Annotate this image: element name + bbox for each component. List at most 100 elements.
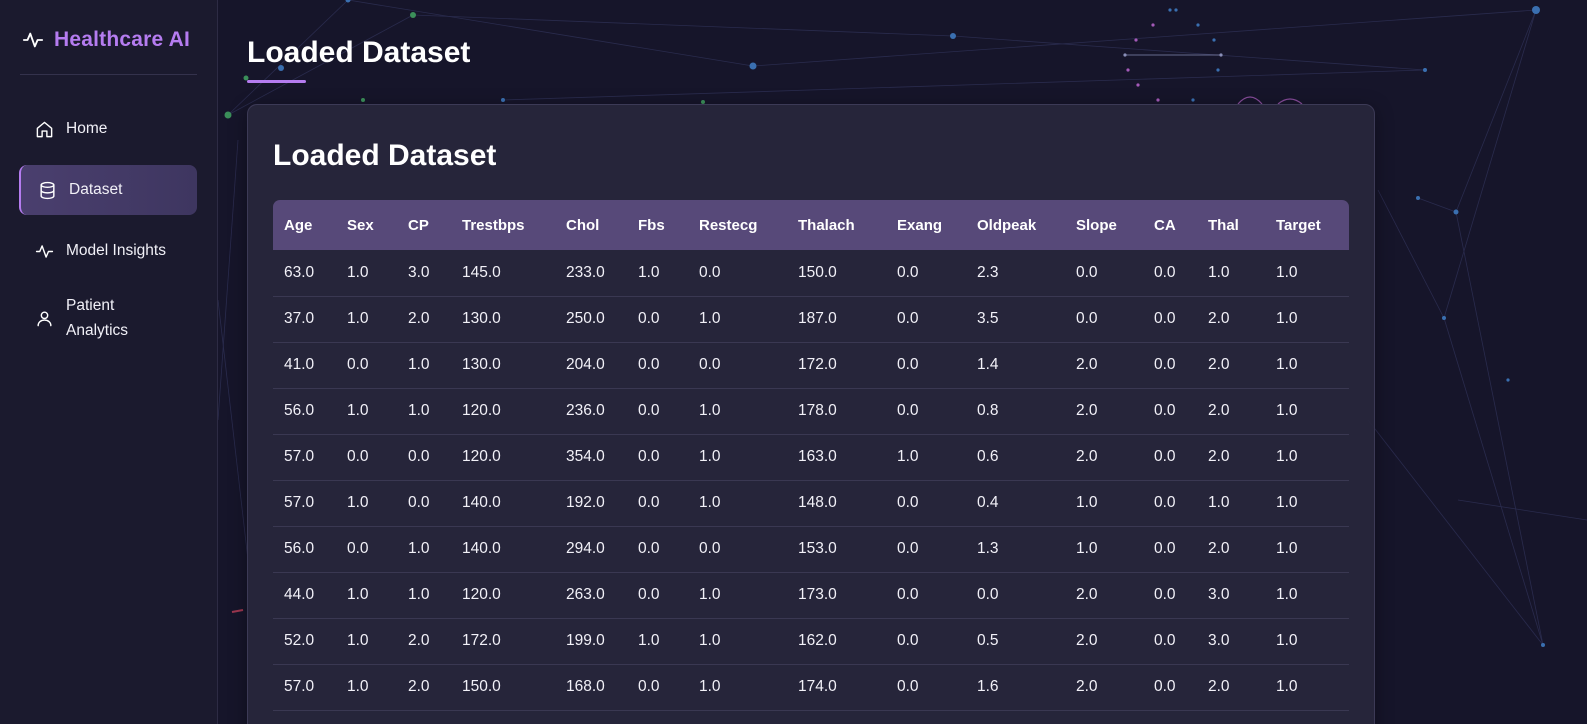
sidebar: Healthcare AI Home Dataset — [0, 0, 218, 724]
table-cell-trestbps: 145.0 — [462, 264, 501, 282]
table-cell-sex: 1.0 — [347, 678, 369, 695]
table-cell-chol: 250.0 — [566, 310, 605, 327]
table-cell-chol: 204.0 — [566, 356, 605, 373]
table-cell-oldpeak: 3.5 — [977, 310, 999, 327]
brand-logo[interactable]: Healthcare AI — [22, 28, 190, 52]
column-header-age[interactable]: Age — [284, 216, 313, 234]
column-header-exang[interactable]: Exang — [897, 216, 943, 234]
table-cell-target: 1.0 — [1276, 678, 1298, 695]
table-cell-slope: 2.0 — [1076, 678, 1098, 695]
column-header-sex[interactable]: Sex — [347, 216, 374, 234]
column-header-fbs[interactable]: Fbs — [638, 216, 665, 234]
table-cell-restecg: 0.0 — [699, 356, 721, 373]
table-cell-oldpeak: 0.5 — [977, 632, 999, 649]
table-cell-target: 1.0 — [1276, 540, 1298, 557]
table-row: 57.0 0.0 0.0 120.0 354.0 0.0 1.0 163.0 1.0 0.6 2.0… — [273, 434, 1349, 480]
table-cell-exang: 0.0 — [897, 494, 919, 511]
card-title: Loaded Dataset — [273, 139, 497, 172]
table-cell-chol: 263.0 — [566, 586, 605, 603]
column-header-restecg[interactable]: Restecg — [699, 216, 758, 234]
table-cell-sex: 0.0 — [347, 448, 369, 465]
table-cell-sex: 1.0 — [347, 310, 369, 327]
table-cell-ca: 0.0 — [1154, 402, 1176, 419]
table-cell-age: 37.0 — [284, 310, 315, 327]
table-cell-ca: 0.0 — [1154, 448, 1176, 465]
table-row: 56.0 1.0 1.0 120.0 236.0 0.0 1.0 178.0 0.0 0.8 2.0… — [273, 388, 1349, 434]
table-cell-target: 1.0 — [1276, 402, 1298, 419]
sidebar-item-label: Model Insights — [66, 242, 166, 259]
table-cell-restecg: 1.0 — [699, 678, 721, 695]
sidebar-item-label-line1: Patient — [66, 297, 115, 314]
table-cell-target: 1.0 — [1276, 448, 1298, 465]
table-cell-exang: 0.0 — [897, 632, 919, 649]
dataset-table: Age Sex CP Trestbps Chol Fbs Restecg Thalach Exa… — [273, 200, 1349, 711]
table-cell-sex: 0.0 — [347, 356, 369, 373]
main-content: Loaded Dataset Loaded Dataset Age Sex CP Tr… — [218, 0, 1587, 724]
page-title: Loaded Dataset — [247, 36, 471, 69]
table-cell-sex: 1.0 — [347, 494, 369, 511]
table-cell-ca: 0.0 — [1154, 310, 1176, 327]
table-cell-ca: 0.0 — [1154, 678, 1176, 695]
table-cell-slope: 1.0 — [1076, 494, 1098, 511]
column-header-ca[interactable]: CA — [1154, 216, 1176, 234]
table-cell-chol: 192.0 — [566, 494, 605, 511]
table-cell-trestbps: 172.0 — [462, 632, 501, 649]
dataset-table-container[interactable]: Age Sex CP Trestbps Chol Fbs Restecg Thalach Exa… — [273, 200, 1349, 711]
table-cell-cp: 3.0 — [408, 264, 430, 282]
table-body: 63.0 1.0 3.0 145.0 233.0 1.0 0.0 150.0 0.0 2.3 0.0… — [273, 250, 1349, 710]
sidebar-item-dataset[interactable]: Dataset — [19, 165, 197, 215]
table-cell-thalach: 150.0 — [798, 264, 837, 282]
column-header-cp[interactable]: CP — [408, 216, 429, 234]
column-header-trestbps[interactable]: Trestbps — [462, 216, 525, 234]
table-cell-restecg: 1.0 — [699, 632, 721, 649]
user-icon — [37, 310, 52, 326]
table-cell-slope: 1.0 — [1076, 540, 1098, 557]
table-cell-trestbps: 130.0 — [462, 356, 501, 373]
table-cell-thal: 3.0 — [1208, 586, 1230, 603]
table-cell-oldpeak: 0.8 — [977, 402, 999, 419]
table-cell-sex: 1.0 — [347, 402, 369, 419]
table-cell-cp: 2.0 — [408, 310, 430, 327]
table-cell-age: 44.0 — [284, 586, 315, 603]
table-cell-thalach: 187.0 — [798, 310, 837, 327]
column-header-thal[interactable]: Thal — [1208, 216, 1239, 234]
column-header-thalach[interactable]: Thalach — [798, 216, 855, 234]
table-cell-cp: 2.0 — [408, 632, 430, 649]
table-cell-oldpeak: 2.3 — [977, 264, 999, 282]
table-cell-restecg: 0.0 — [699, 264, 721, 282]
column-header-target[interactable]: Target — [1276, 216, 1321, 234]
sidebar-item-home[interactable]: Home — [19, 104, 197, 154]
table-cell-slope: 2.0 — [1076, 586, 1098, 603]
table-cell-cp: 1.0 — [408, 356, 430, 373]
sidebar-item-patient-analytics[interactable]: Patient Analytics — [19, 287, 197, 349]
table-cell-fbs: 1.0 — [638, 632, 660, 649]
table-cell-thalach: 174.0 — [798, 678, 837, 695]
table-cell-cp: 0.0 — [408, 448, 430, 465]
table-cell-chol: 294.0 — [566, 540, 605, 557]
table-cell-ca: 0.0 — [1154, 264, 1176, 282]
table-cell-slope: 2.0 — [1076, 356, 1098, 373]
sidebar-item-label-line2: Analytics — [66, 322, 129, 339]
database-icon — [40, 181, 55, 199]
table-cell-fbs: 0.0 — [638, 540, 660, 557]
table-row: 41.0 0.0 1.0 130.0 204.0 0.0 0.0 172.0 0.0 1.4 2.0… — [273, 342, 1349, 388]
table-cell-sex: 1.0 — [347, 586, 369, 603]
table-cell-restecg: 0.0 — [699, 540, 721, 557]
sidebar-item-model-insights[interactable]: Model Insights — [19, 226, 197, 276]
column-header-slope[interactable]: Slope — [1076, 216, 1117, 234]
sidebar-item-label: Home — [66, 120, 108, 137]
column-header-oldpeak[interactable]: Oldpeak — [977, 216, 1037, 234]
table-cell-thal: 2.0 — [1208, 448, 1230, 465]
table-cell-trestbps: 120.0 — [462, 586, 501, 603]
sidebar-item-label: Dataset — [69, 181, 123, 198]
table-cell-age: 41.0 — [284, 356, 315, 373]
column-header-chol[interactable]: Chol — [566, 216, 600, 234]
table-cell-chol: 233.0 — [566, 264, 605, 282]
table-cell-trestbps: 130.0 — [462, 310, 501, 327]
table-cell-sex: 1.0 — [347, 632, 369, 649]
brand-name: Healthcare AI — [54, 28, 191, 51]
table-cell-thal: 2.0 — [1208, 310, 1230, 327]
table-cell-trestbps: 140.0 — [462, 540, 501, 557]
table-cell-trestbps: 120.0 — [462, 402, 501, 419]
